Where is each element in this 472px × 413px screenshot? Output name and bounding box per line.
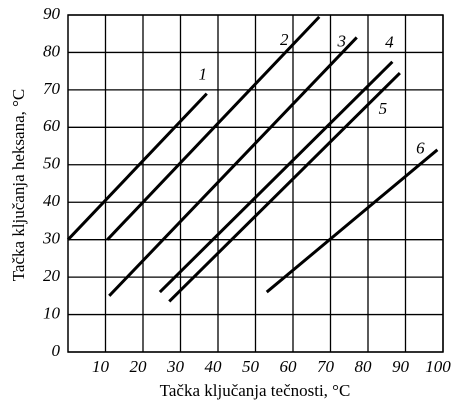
y-tick-label: 40 bbox=[43, 191, 61, 210]
x-axis-title: Tačka ključanja tečnosti, °C bbox=[160, 381, 351, 400]
data-line bbox=[66, 92, 208, 241]
x-tick-label: 100 bbox=[425, 357, 451, 376]
x-tick-label: 10 bbox=[92, 357, 110, 376]
data-line bbox=[106, 15, 321, 241]
x-tick-label: 60 bbox=[280, 357, 298, 376]
y-axis-title: Tačka ključanja heksana, °C bbox=[9, 89, 28, 282]
data-line bbox=[168, 71, 401, 303]
x-tick-label: 40 bbox=[205, 357, 223, 376]
x-tick-label: 20 bbox=[130, 357, 148, 376]
line-label: 3 bbox=[337, 31, 347, 50]
y-tick-label: 90 bbox=[43, 4, 61, 23]
line-label: 5 bbox=[379, 99, 388, 118]
y-tick-label: 0 bbox=[52, 341, 61, 360]
y-tick-label: 10 bbox=[43, 303, 61, 322]
data-line bbox=[108, 36, 358, 297]
line-label: 1 bbox=[199, 65, 208, 84]
x-tick-label: 80 bbox=[355, 357, 373, 376]
x-tick-label: 30 bbox=[166, 357, 185, 376]
line-label: 2 bbox=[280, 30, 289, 49]
y-tick-label: 50 bbox=[43, 154, 61, 173]
data-line bbox=[158, 60, 394, 294]
line-label: 4 bbox=[385, 33, 394, 52]
data-line bbox=[265, 148, 439, 294]
y-tick-label: 60 bbox=[43, 116, 61, 135]
y-tick-label: 70 bbox=[43, 79, 61, 98]
x-tick-label: 50 bbox=[242, 357, 260, 376]
x-tick-label: 90 bbox=[392, 357, 410, 376]
y-tick-label: 80 bbox=[43, 41, 61, 60]
y-tick-label: 20 bbox=[43, 266, 61, 285]
x-tick-label: 70 bbox=[317, 357, 335, 376]
line-label: 6 bbox=[416, 139, 425, 158]
y-tick-label: 30 bbox=[42, 229, 61, 248]
